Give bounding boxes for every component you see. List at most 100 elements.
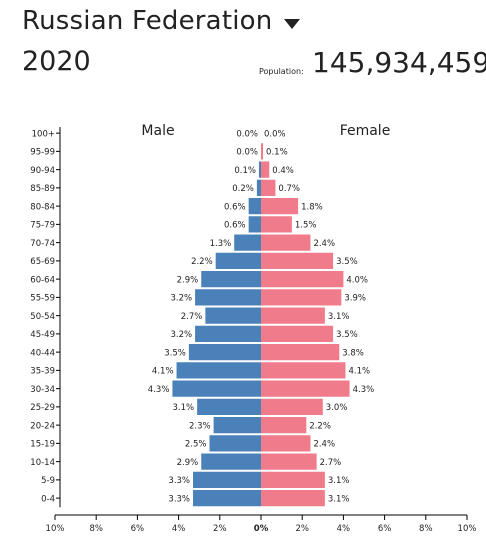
female-bar: [261, 362, 346, 379]
age-label: 30-34: [30, 385, 55, 395]
male-bar: [205, 307, 261, 324]
male-value-label: 0.6%: [224, 202, 246, 212]
female-value-label: 1.8%: [301, 202, 323, 212]
male-bar: [215, 252, 261, 269]
population-value: 145,934,459: [312, 46, 486, 79]
female-value-label: 4.0%: [346, 275, 368, 285]
x-tick-label: 2%: [213, 524, 227, 534]
female-value-label: 3.1%: [328, 312, 350, 322]
male-value-label: 2.9%: [177, 275, 199, 285]
female-value-label: 1.5%: [295, 221, 317, 231]
age-label: 25-29: [30, 403, 55, 413]
female-bar: [261, 453, 317, 470]
female-bar: [261, 417, 307, 434]
female-bar: [261, 325, 334, 342]
x-tick-label: 2%: [295, 524, 309, 534]
male-bar: [195, 289, 261, 306]
female-bar: [261, 307, 325, 324]
female-bar: [261, 234, 311, 251]
male-value-label: 2.7%: [181, 312, 203, 322]
country-name: Russian Federation: [22, 6, 273, 36]
x-tick-label: 10%: [458, 524, 477, 534]
female-bar: [261, 179, 276, 196]
male-value-label: 3.2%: [170, 330, 192, 340]
female-value-label: 0.0%: [264, 129, 286, 139]
female-value-label: 3.8%: [342, 348, 364, 358]
male-value-label: 0.1%: [234, 166, 256, 176]
male-value-label: 2.5%: [185, 440, 207, 450]
male-bar: [256, 179, 261, 196]
male-value-label: 0.0%: [236, 129, 258, 139]
female-bar: [261, 435, 311, 452]
x-tick-label: 4%: [337, 524, 351, 534]
male-value-label: 3.3%: [168, 494, 190, 504]
female-bar: [261, 143, 264, 160]
male-bar: [234, 234, 261, 251]
female-value-label: 3.1%: [328, 476, 350, 486]
female-value-label: 3.1%: [328, 494, 350, 504]
male-value-label: 3.1%: [173, 403, 195, 413]
female-bar: [261, 252, 334, 269]
female-header: Female: [340, 123, 391, 139]
male-bar: [248, 198, 261, 215]
year-label: 2020: [22, 46, 91, 77]
male-value-label: 0.2%: [232, 184, 254, 194]
x-tick-label: 8%: [89, 524, 103, 534]
female-bar: [261, 471, 325, 488]
age-label: 85-89: [30, 184, 55, 194]
female-value-label: 2.2%: [309, 421, 331, 431]
female-bar: [261, 198, 299, 215]
male-bar: [176, 362, 261, 379]
female-value-label: 3.5%: [336, 257, 358, 267]
female-bar: [261, 161, 270, 178]
female-bar: [261, 271, 344, 288]
female-value-label: 0.1%: [266, 148, 288, 158]
female-value-label: 0.4%: [272, 166, 294, 176]
age-label: 90-94: [30, 166, 55, 176]
age-label: 75-79: [30, 221, 55, 231]
female-value-label: 2.7%: [320, 458, 342, 468]
age-label: 5-9: [41, 476, 55, 486]
x-tick-label: 6%: [378, 524, 392, 534]
male-bar: [213, 417, 261, 434]
female-value-label: 4.1%: [348, 367, 370, 377]
age-label: 65-69: [30, 257, 55, 267]
country-selector[interactable]: Russian Federation: [22, 6, 301, 36]
male-bar: [195, 325, 261, 342]
female-value-label: 2.4%: [313, 239, 335, 249]
male-value-label: 4.1%: [152, 367, 174, 377]
male-value-label: 3.2%: [170, 294, 192, 304]
female-bar: [261, 216, 292, 233]
male-value-label: 2.2%: [191, 257, 213, 267]
age-label: 60-64: [30, 275, 55, 285]
male-value-label: 2.3%: [189, 421, 211, 431]
female-value-label: 2.4%: [313, 440, 335, 450]
male-value-label: 0.6%: [224, 221, 246, 231]
age-label: 55-59: [30, 294, 55, 304]
male-bar: [172, 380, 261, 397]
age-label: 95-99: [30, 148, 55, 158]
male-value-label: 0.0%: [236, 148, 258, 158]
female-value-label: 3.5%: [336, 330, 358, 340]
age-label: 40-44: [30, 348, 55, 358]
x-tick-label: 4%: [172, 524, 186, 534]
age-label: 45-49: [30, 330, 55, 340]
female-bar: [261, 398, 323, 415]
age-label: 35-39: [30, 367, 55, 377]
male-bar: [201, 271, 261, 288]
male-bar: [193, 471, 261, 488]
x-tick-label: 6%: [131, 524, 145, 534]
male-header: Male: [141, 123, 174, 139]
caret-down-icon[interactable]: [284, 19, 301, 29]
population-label: Population:: [259, 67, 304, 76]
male-value-label: 1.3%: [210, 239, 232, 249]
age-label: 15-19: [30, 440, 55, 450]
female-bar: [261, 380, 350, 397]
male-bar: [258, 161, 261, 178]
male-value-label: 3.3%: [168, 476, 190, 486]
female-value-label: 3.9%: [344, 294, 366, 304]
female-bar: [261, 490, 325, 507]
age-label: 50-54: [30, 312, 55, 322]
female-bar: [261, 344, 340, 361]
